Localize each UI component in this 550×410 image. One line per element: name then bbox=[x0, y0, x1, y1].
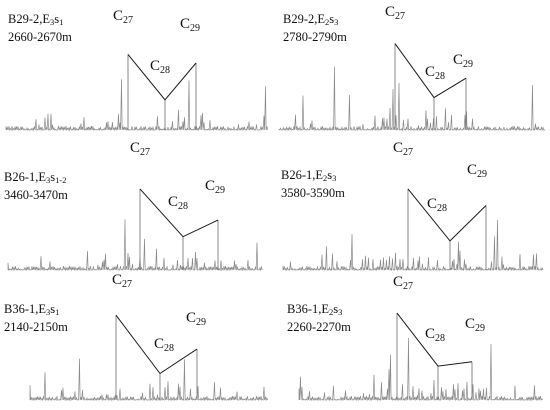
unit-base: s bbox=[327, 168, 333, 182]
layer-subscript: 1 bbox=[55, 307, 60, 317]
c28-label: C28 bbox=[425, 326, 446, 344]
sample-label-5: B36-1,E3s1 2140-2150m bbox=[4, 302, 68, 335]
unit-subscript: 2 bbox=[325, 17, 330, 27]
c27-c28-c29-connector bbox=[127, 54, 197, 101]
c29-label: C29 bbox=[467, 162, 488, 180]
well-name: B36-1,E bbox=[287, 302, 330, 316]
c27-label: C27 bbox=[130, 140, 151, 158]
c29-label: C29 bbox=[465, 316, 486, 334]
baseline-trace bbox=[298, 337, 543, 402]
panel-1: B29-2,E3s1 2660-2670m C27 C28 C29 bbox=[0, 0, 275, 140]
layer-subscript: 3 bbox=[334, 17, 339, 27]
sample-label-1: B29-2,E3s1 2660-2670m bbox=[8, 12, 72, 45]
unit-base: s bbox=[329, 12, 335, 26]
well-name: B29-2,E bbox=[283, 12, 326, 26]
c28-label: C28 bbox=[154, 336, 175, 354]
c27-label: C27 bbox=[113, 8, 134, 26]
c29-label: C29 bbox=[180, 16, 201, 34]
chromatogram-3 bbox=[7, 188, 263, 272]
c28-label: C28 bbox=[427, 196, 448, 214]
well-name: B36-1,E bbox=[4, 302, 47, 316]
c27-label: C27 bbox=[385, 4, 406, 22]
c29-label: C29 bbox=[205, 178, 226, 196]
sample-label-2: B29-2,E2s3 2780-2790m bbox=[283, 12, 347, 45]
c27-c28-c29-connector bbox=[407, 188, 487, 242]
c28-label: C28 bbox=[425, 64, 446, 82]
depth-range: 2780-2790m bbox=[283, 30, 347, 44]
c27-c28-c29-connector bbox=[394, 43, 467, 99]
unit-subscript: 2 bbox=[323, 173, 328, 183]
unit-base: s bbox=[333, 302, 339, 316]
unit-base: s bbox=[50, 170, 56, 184]
panel-3: B26-1,E3s1-2 3460-3470m C27 C28 C29 bbox=[0, 138, 275, 276]
baseline-trace bbox=[282, 219, 544, 272]
c27-c28-c29-connector bbox=[139, 188, 219, 238]
unit-base: s bbox=[50, 302, 56, 316]
layer-subscript: 3 bbox=[332, 173, 337, 183]
c27-label: C27 bbox=[393, 274, 414, 292]
unit-subscript: 3 bbox=[46, 307, 51, 317]
depth-range: 2260-2270m bbox=[287, 320, 351, 334]
layer-subscript: 1 bbox=[59, 17, 64, 27]
layer-subscript: 3 bbox=[338, 307, 343, 317]
panel-4: B26-1,E2s3 3580-3590m C27 C28 C29 bbox=[275, 138, 550, 276]
unit-subscript: 2 bbox=[329, 307, 334, 317]
baseline-trace bbox=[7, 219, 263, 272]
chromatogram-4 bbox=[282, 188, 544, 272]
panel-6: B36-1,E2s3 2260-2270m C27 C28 C29 bbox=[275, 272, 550, 410]
panel-2: B29-2,E2s3 2780-2790m C27 C28 C29 bbox=[275, 0, 550, 140]
chromatogram-1 bbox=[5, 54, 268, 132]
c29-label: C29 bbox=[453, 52, 474, 70]
unit-subscript: 3 bbox=[46, 175, 51, 185]
depth-range: 3460-3470m bbox=[4, 188, 68, 202]
c29-label: C29 bbox=[186, 310, 207, 328]
well-name: B29-2,E bbox=[8, 12, 51, 26]
sample-label-6: B36-1,E2s3 2260-2270m bbox=[287, 302, 351, 335]
baseline-trace bbox=[5, 79, 268, 132]
c27-label: C27 bbox=[393, 140, 414, 158]
depth-range: 2660-2670m bbox=[8, 30, 72, 44]
baseline-trace bbox=[278, 66, 546, 132]
c27-label: C27 bbox=[112, 272, 133, 290]
well-name: B26-1,E bbox=[281, 168, 324, 182]
chromatogram-5 bbox=[29, 314, 268, 402]
sample-label-3: B26-1,E3s1-2 3460-3470m bbox=[4, 170, 68, 203]
panel-5: B36-1,E3s1 2140-2150m C27 C28 C29 bbox=[0, 272, 275, 410]
baseline-trace bbox=[29, 358, 268, 402]
well-name: B26-1,E bbox=[4, 170, 47, 184]
unit-subscript: 3 bbox=[50, 17, 55, 27]
c27-c28-c29-connector bbox=[396, 312, 473, 367]
c27-c28-c29-connector bbox=[115, 314, 198, 375]
depth-range: 3580-3590m bbox=[281, 186, 345, 200]
chromatogram-2 bbox=[278, 43, 546, 132]
sample-label-4: B26-1,E2s3 3580-3590m bbox=[281, 168, 345, 201]
layer-subscript: 1-2 bbox=[55, 175, 67, 185]
c28-label: C28 bbox=[168, 194, 189, 212]
depth-range: 2140-2150m bbox=[4, 320, 68, 334]
unit-base: s bbox=[54, 12, 60, 26]
c28-label: C28 bbox=[150, 58, 171, 76]
chromatogram-6 bbox=[298, 312, 543, 402]
